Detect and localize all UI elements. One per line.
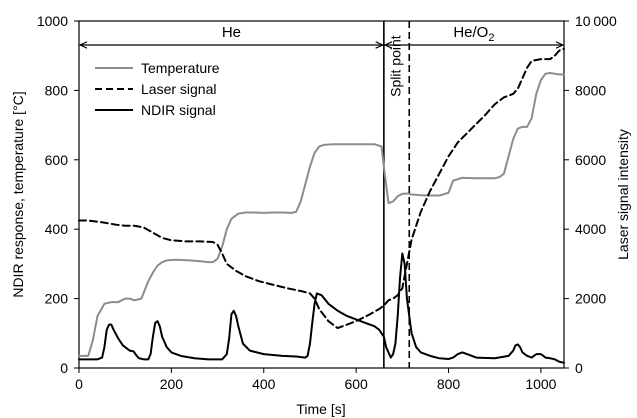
x-axis: 0 200 400 600 800 1000 [75, 368, 557, 392]
series-line-ndir-signal [78, 252, 565, 364]
y-right-tick-label: 6000 [575, 152, 606, 168]
plot-area-frame [78, 20, 565, 369]
legend: Temperature Laser signal NDIR signal [95, 60, 220, 118]
legend-label: NDIR signal [141, 102, 216, 118]
x-axis-label: Time [s] [296, 401, 345, 417]
y-left-tick-label: 400 [45, 221, 69, 237]
series-line-laser-signal [78, 47, 565, 330]
region-label: He [222, 24, 241, 41]
x-tick-label: 600 [344, 376, 368, 392]
split-point-label: Split point [387, 35, 403, 97]
y-right-tick-label: 10 000 [575, 13, 617, 29]
region-label-text: He/O [453, 24, 488, 41]
series-layer [78, 47, 565, 364]
x-tick-label: 1000 [525, 376, 556, 392]
x-tick-label: 0 [75, 376, 83, 392]
region-label-subscript: 2 [488, 32, 494, 44]
y-left-tick-label: 200 [45, 291, 69, 307]
x-tick-label: 400 [252, 376, 276, 392]
y-right-tick-label: 2000 [575, 291, 606, 307]
series-line-temperature [78, 72, 565, 357]
y-right-tick-label: 4000 [575, 221, 606, 237]
y-left-tick-label: 0 [60, 360, 68, 376]
y-left-tick-label: 800 [45, 82, 69, 98]
region-label: He/O2 [453, 24, 494, 44]
y-left-tick-label: 1000 [37, 13, 68, 29]
legend-label: Laser signal [141, 81, 217, 97]
y-right-axis: 0 2000 4000 6000 8000 10 000 [564, 13, 617, 376]
y-left-axis: 0 200 400 600 800 1000 [37, 13, 79, 376]
y-right-tick-label: 0 [575, 360, 583, 376]
y-right-axis-label: Laser signal intensity [615, 129, 631, 260]
x-tick-label: 800 [437, 376, 461, 392]
x-tick-label: 200 [160, 376, 184, 392]
y-right-tick-label: 8000 [575, 82, 606, 98]
y-left-tick-label: 600 [45, 152, 69, 168]
region-label-text: He [222, 24, 241, 41]
y-left-axis-label: NDIR response, temperature [°C] [10, 91, 26, 297]
regions: He He/O2 [80, 24, 563, 45]
legend-label: Temperature [141, 60, 220, 76]
